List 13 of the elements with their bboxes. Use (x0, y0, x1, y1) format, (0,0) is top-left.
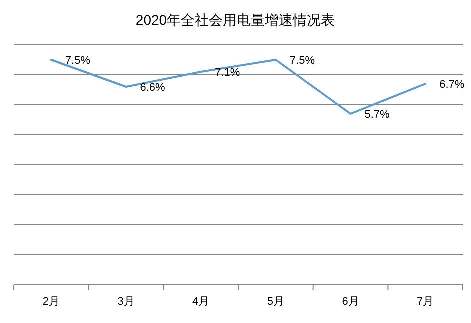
x-tick-label: 4月 (192, 296, 210, 308)
data-label: 7.5% (290, 55, 316, 67)
x-tick-label: 6月 (342, 296, 360, 308)
data-label: 7.5% (65, 55, 91, 67)
x-tick-label: 7月 (417, 296, 434, 308)
data-label: 6.6% (140, 82, 166, 94)
data-label: 6.7% (440, 79, 465, 91)
data-label: 7.1% (215, 67, 240, 79)
data-label: 5.7% (364, 109, 390, 121)
x-tick-label: 2月 (42, 296, 60, 308)
x-tick-label: 3月 (118, 296, 135, 308)
chart-title: 2020年全社会用电量增速情况表 (136, 12, 336, 28)
x-tick-label: 5月 (267, 296, 284, 308)
